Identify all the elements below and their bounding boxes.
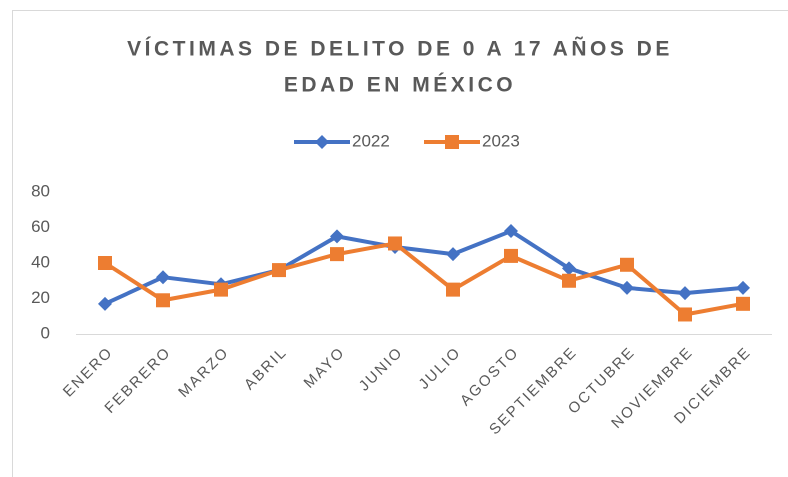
marker [504, 248, 518, 263]
y-tick-label: 80 [31, 181, 50, 200]
marker [620, 257, 634, 272]
x-tick-label: ENERO [60, 344, 117, 401]
marker [98, 256, 112, 270]
marker [678, 307, 692, 322]
marker [562, 261, 576, 276]
marker [445, 135, 459, 149]
y-tick-label: 0 [41, 323, 50, 342]
x-tick-label: ABRIL [241, 344, 291, 394]
x-tick-label: MARZO [175, 344, 232, 401]
chart-border [12, 10, 788, 477]
marker [330, 229, 344, 244]
marker [504, 224, 518, 239]
marker [214, 282, 228, 297]
marker [388, 236, 402, 251]
y-tick-label: 60 [31, 217, 50, 236]
marker [562, 273, 576, 288]
y-tick-label: 40 [31, 252, 50, 271]
chart-title: VÍCTIMAS DE DELITO DE 0 A 17 AÑOS DE [127, 38, 673, 61]
marker [98, 296, 112, 311]
x-tick-label: MAYO [301, 344, 349, 392]
marker [446, 282, 460, 297]
legend-label: 2023 [482, 131, 520, 150]
series-line [103, 241, 744, 317]
marker [272, 263, 286, 278]
marker [330, 247, 344, 262]
chart-title: EDAD EN MÉXICO [284, 74, 516, 97]
marker [678, 286, 692, 301]
legend-label: 2022 [352, 131, 390, 150]
y-tick-label: 20 [31, 288, 50, 307]
marker [736, 296, 750, 311]
series-line [104, 229, 744, 306]
marker [620, 280, 634, 295]
marker [446, 247, 460, 262]
marker [736, 280, 750, 295]
marker [315, 135, 329, 149]
x-tick-label: JULIO [415, 344, 464, 393]
marker [156, 270, 170, 285]
marker [156, 293, 170, 308]
x-tick-label: JUNIO [356, 344, 407, 395]
